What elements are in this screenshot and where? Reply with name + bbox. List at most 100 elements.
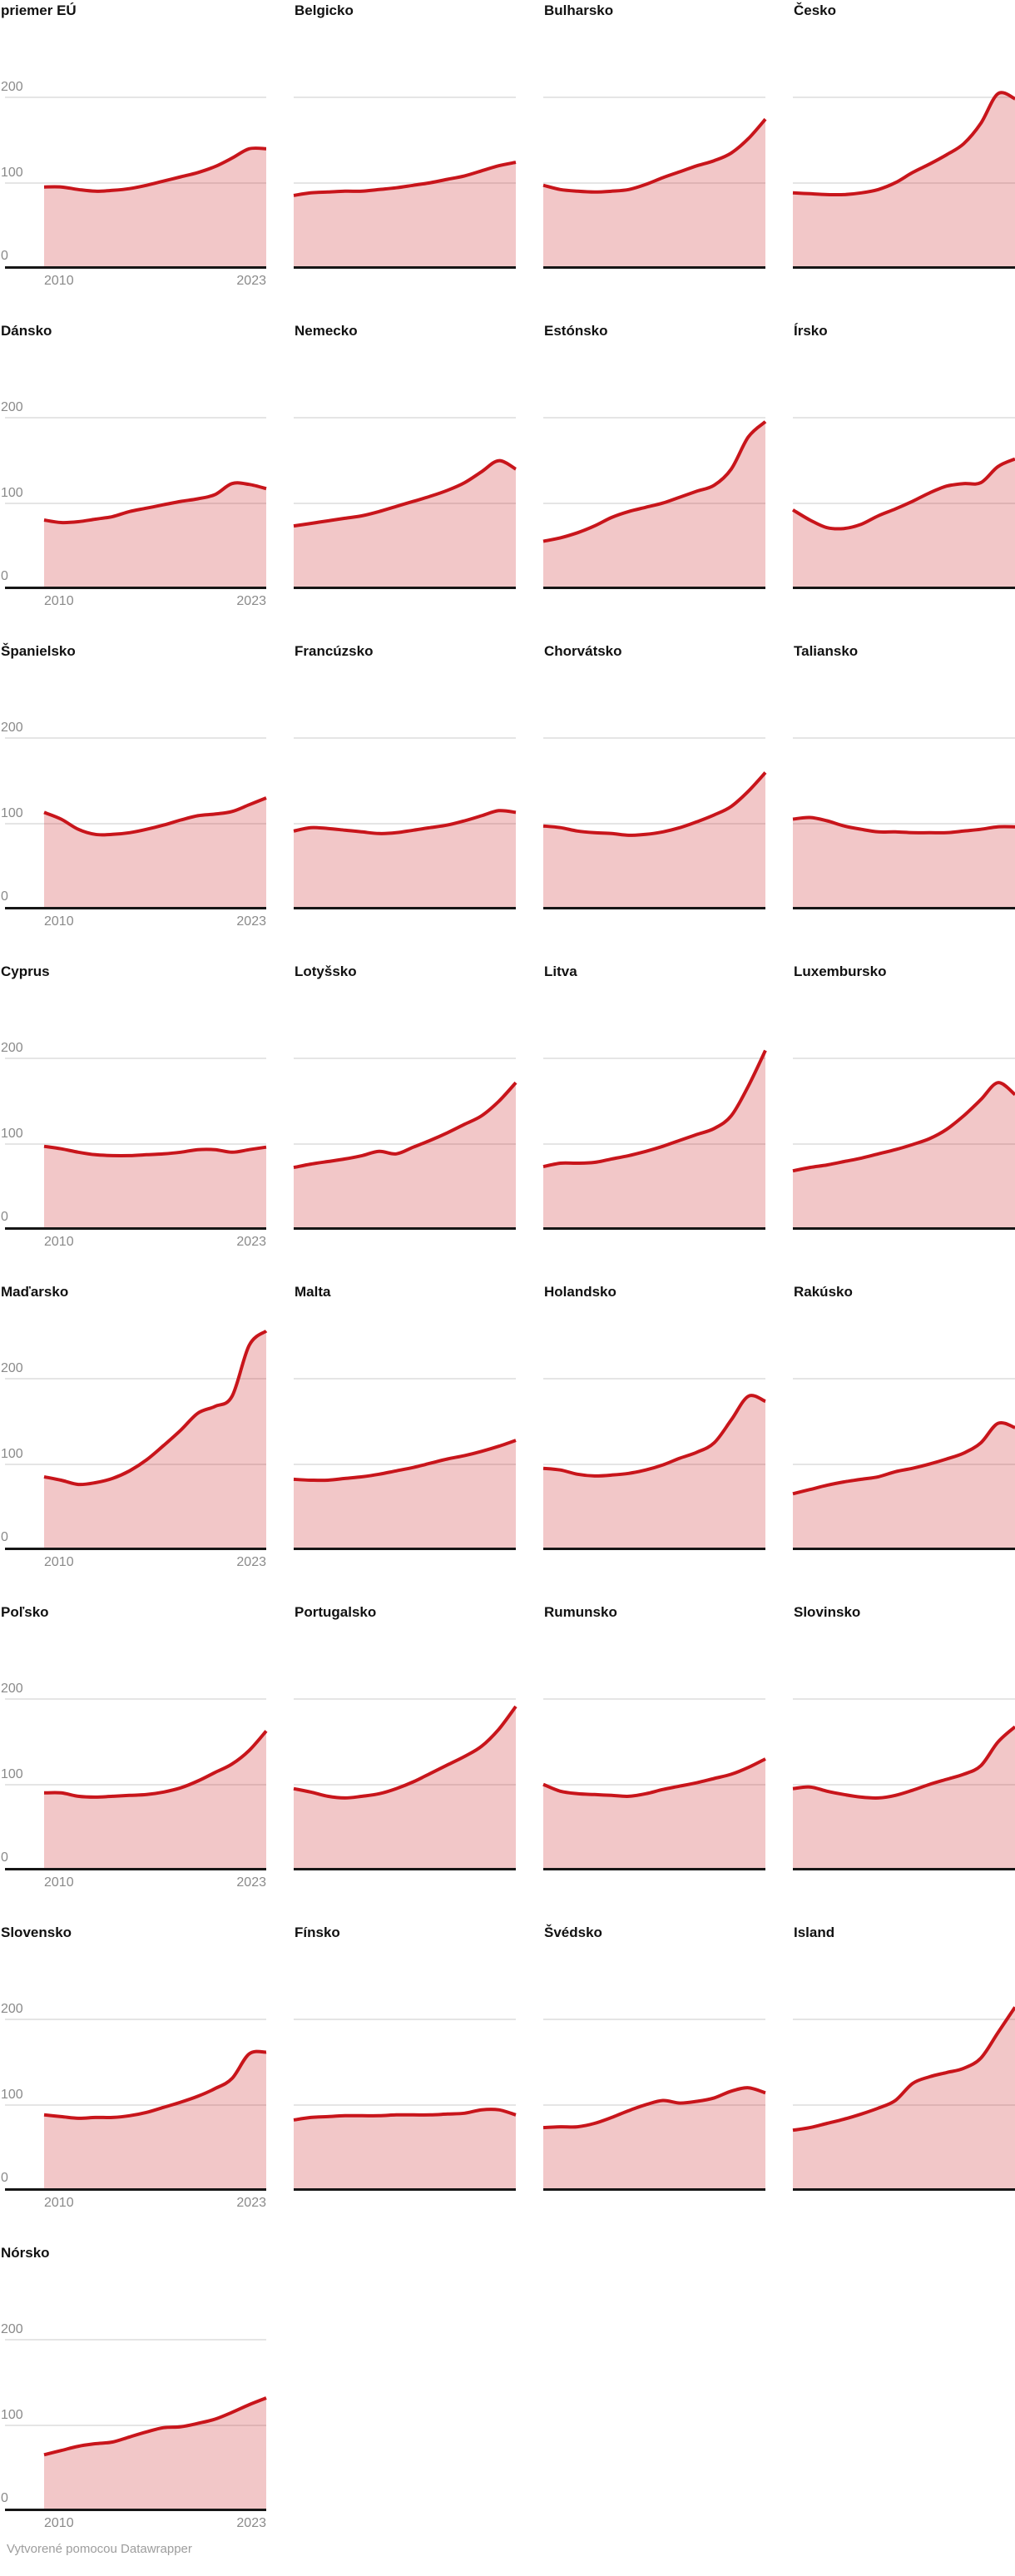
chart-title: Bulharsko [544,2,614,18]
area-fill [793,1422,1015,1548]
chart-cell: Belgicko [293,0,517,320]
area-chart [792,91,1015,266]
series-line [43,796,267,837]
area-fill [44,1330,266,1548]
gridline-200 [793,737,1015,739]
x-axis-labels: 2010 2023 [44,594,266,609]
chart-cell: Portugalsko [293,1602,517,1922]
gridline-200 [294,1698,516,1700]
gridline-200 [793,1058,1015,1059]
y-axis-label-0: 0 [1,889,8,904]
series-line [43,481,267,525]
area-chart [293,1705,517,1868]
series-line [293,1081,517,1170]
gridline-200 [294,1058,516,1059]
x-axis-line [793,1227,1015,1230]
gridline-200 [5,1378,266,1380]
series-line [792,815,1015,835]
chart-title: Španielsko [1,643,76,659]
chart-cell: Cyprus 200 100 0 2010 2023 [0,961,267,1281]
chart-title: Poľsko [1,1604,49,1620]
chart-title: Nemecko [295,323,358,339]
x-axis-label-end: 2023 [236,914,266,929]
chart-title: Slovensko [1,1925,72,1940]
chart-title: Dánsko [1,323,52,339]
area-fill [44,1146,266,1227]
x-axis-labels: 2010 2023 [44,1875,266,1890]
chart-title: Malta [295,1284,331,1300]
y-axis-label-200: 200 [1,2002,23,2016]
x-axis-line [5,1548,266,1550]
series-line [542,771,767,837]
gridline-100 [5,1784,266,1786]
gridline-100 [294,2104,516,2106]
gridline-200 [543,1698,765,1700]
y-axis-label-100: 100 [1,486,23,500]
gridline-200 [5,417,266,419]
chart-cell: Malta [293,1281,517,1602]
series-line [542,2086,766,2130]
chart-title: Belgicko [295,2,354,18]
gridline-200 [5,1058,266,1059]
x-axis-line [793,1548,1015,1550]
area-fill [294,460,516,587]
chart-title: Chorvátsko [544,643,622,659]
gridline-200 [294,97,516,98]
x-axis-line [543,1548,765,1550]
x-axis-line [5,266,266,269]
chart-title: Lotyšsko [295,964,357,979]
gridline-100 [294,823,516,825]
x-axis-labels: 2010 2023 [44,1555,266,1570]
x-axis-label-start: 2010 [44,1875,74,1890]
area-chart [293,809,517,907]
series-line [542,1757,766,1798]
x-axis-line [294,266,516,269]
area-fill [294,2109,516,2188]
chart-title: Rumunsko [544,1604,617,1620]
gridline-100 [793,1464,1015,1465]
area-fill [543,1759,765,1868]
x-axis-line [294,1868,516,1870]
gridline-100 [543,503,765,504]
x-axis-line [793,587,1015,589]
area-chart [792,1725,1015,1868]
area-chart [542,420,767,587]
chart-title: Fínsko [295,1925,340,1940]
y-axis-label-200: 200 [1,80,23,94]
gridline-100 [543,1143,765,1145]
series-line [293,2108,517,2122]
gridline-100 [793,1143,1015,1145]
gridline-100 [294,1143,516,1145]
gridline-100 [543,182,765,184]
x-axis-line [294,2188,516,2191]
chart-cell: Česko [792,0,1015,320]
gridline-100 [5,1464,266,1465]
x-axis-labels: 2010 2023 [44,914,266,929]
series-line [293,1705,517,1800]
series-line [43,2396,267,2457]
chart-title: Nórsko [1,2245,50,2261]
chart-cell: Holandsko [542,1281,766,1602]
x-axis-label-end: 2023 [236,1235,266,1249]
y-axis-label-100: 100 [1,806,23,820]
x-axis-line [793,2188,1015,2191]
gridline-100 [5,1143,266,1145]
series-line [43,1730,268,1799]
chart-cell: Luxembursko [792,961,1015,1281]
gridline-200 [793,97,1015,98]
x-axis-line [793,907,1015,909]
chart-cell: Rumunsko [542,1602,766,1922]
chart-cell: Nórsko 200 100 0 2010 2023 [0,2242,267,2563]
area-chart [293,2108,517,2188]
x-axis-labels: 2010 2023 [44,2196,266,2211]
series-line [293,1439,517,1483]
chart-title: Švédsko [544,1925,602,1940]
gridline-200 [294,737,516,739]
chart-cell: Estónsko [542,320,767,641]
series-line [792,2006,1015,2133]
series-line [43,1144,267,1157]
area-chart [43,1329,268,1548]
area-chart [43,1144,267,1227]
chart-cell: Chorvátsko [542,641,767,961]
